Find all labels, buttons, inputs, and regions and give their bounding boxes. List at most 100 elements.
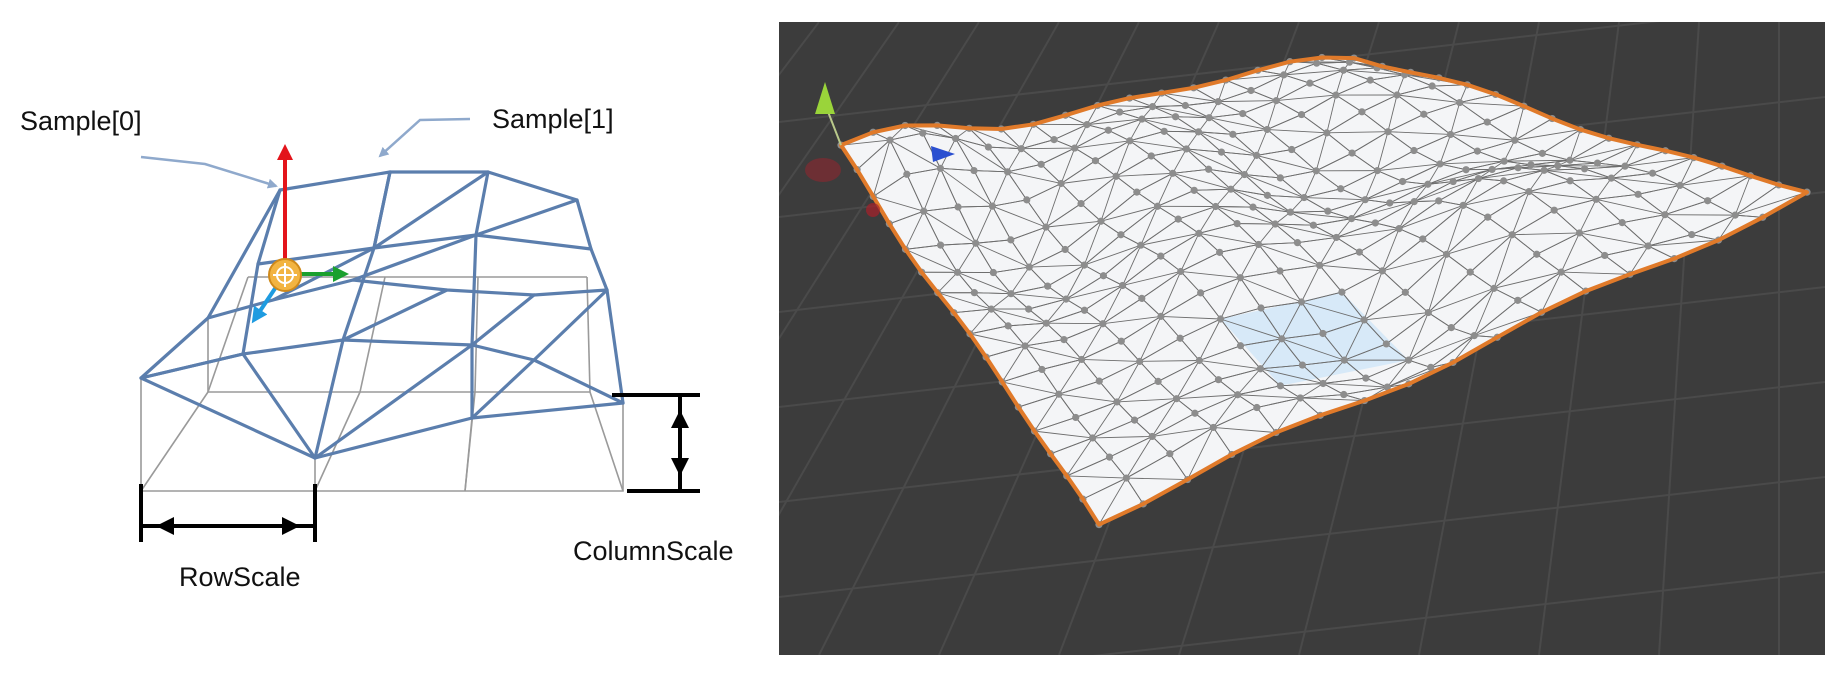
gizmo-right-handle-icon xyxy=(805,158,841,182)
mesh-vertex xyxy=(1378,267,1386,275)
mesh-diagonal xyxy=(1427,168,1493,185)
mesh-vertex xyxy=(1575,229,1584,237)
mesh-diagonal xyxy=(1463,191,1530,206)
mesh-vertex xyxy=(1214,98,1222,106)
mesh-vertex xyxy=(1126,137,1134,145)
mesh-diagonal xyxy=(1275,397,1301,433)
mesh-diagonal xyxy=(1097,105,1153,108)
mesh-vertex xyxy=(886,136,894,144)
mesh-vertex xyxy=(1169,169,1177,177)
mesh-diagonal xyxy=(1267,129,1327,134)
mesh-diagonal xyxy=(1129,140,1187,150)
mesh-vertex xyxy=(1272,97,1280,105)
row-scale-label: RowScale xyxy=(179,562,301,592)
mesh-vertex xyxy=(1300,193,1308,202)
mesh-diagonal xyxy=(1544,169,1612,179)
mesh-vertex xyxy=(1306,79,1314,87)
mesh-diagonal xyxy=(1237,368,1261,396)
mesh-diagonal xyxy=(1381,228,1400,272)
mesh-vertex xyxy=(1234,391,1242,399)
mesh-vertex xyxy=(1256,365,1265,373)
mesh-vertex xyxy=(984,143,993,151)
mesh-diagonal xyxy=(1237,394,1301,399)
mesh-diagonal xyxy=(1561,271,1631,275)
mesh-diagonal xyxy=(1735,191,1808,216)
mesh-diagonal xyxy=(1007,148,1022,173)
mesh-diagonal xyxy=(1086,105,1098,125)
mesh-diagonal xyxy=(1557,165,1625,167)
heightfield-diagram: Sample[0] Sample[1] RowScale ColumnScale xyxy=(20,104,734,592)
mesh-diagonal xyxy=(1301,265,1321,303)
selection-outline xyxy=(839,55,1809,527)
mesh-vertex xyxy=(1007,236,1015,244)
mesh-diagonal xyxy=(1514,129,1581,141)
mesh-vertex xyxy=(970,166,978,175)
mesh-vertex xyxy=(1088,434,1097,442)
mesh-vertex xyxy=(1007,290,1015,298)
mesh-vertex xyxy=(1004,322,1012,330)
mesh-vertex xyxy=(1137,241,1145,249)
mesh-diagonal xyxy=(1408,335,1475,361)
mesh-diagonal xyxy=(1098,477,1127,525)
mesh-diagonal xyxy=(1452,335,1475,363)
sample1-label: Sample[1] xyxy=(492,104,614,134)
mesh-vertex xyxy=(1025,305,1033,313)
mesh-diagonal xyxy=(1140,206,1158,246)
mesh-diagonal xyxy=(1125,436,1153,479)
mesh-diagonal xyxy=(1365,183,1428,201)
mesh-diagonal xyxy=(969,333,1026,347)
mesh-vertex xyxy=(1557,268,1565,276)
mesh-diagonal xyxy=(1351,201,1415,220)
selection-highlight xyxy=(1220,292,1409,386)
mesh-vertex xyxy=(1676,181,1684,189)
row-scale-dimension xyxy=(139,484,317,542)
mesh-vertex xyxy=(1384,128,1392,136)
mesh-vertex xyxy=(1618,219,1626,227)
mesh-vertex xyxy=(1607,174,1615,182)
mesh-diagonal xyxy=(1718,214,1736,241)
mesh-vertex xyxy=(1550,206,1558,214)
mesh-diagonal xyxy=(1116,398,1177,403)
mesh-diagonal xyxy=(1326,131,1388,134)
mesh-vertex xyxy=(1247,86,1255,95)
mesh-diagonal xyxy=(1579,199,1597,234)
mesh-vertex xyxy=(1540,166,1548,174)
mesh-diagonal xyxy=(1276,94,1336,102)
mesh-vertex xyxy=(1095,377,1103,385)
mesh-vertex xyxy=(1309,221,1318,229)
mesh-diagonal xyxy=(1046,322,1103,325)
mesh-diagonal xyxy=(1172,172,1231,190)
column-scale-label: ColumnScale xyxy=(573,536,734,566)
mesh-diagonal xyxy=(1275,223,1337,238)
mesh-vertex xyxy=(1153,202,1162,210)
mesh-diagonal xyxy=(1414,178,1479,203)
mesh-diagonal xyxy=(969,127,1022,150)
mesh-diagonal xyxy=(1161,92,1219,103)
mesh-vertex xyxy=(1319,379,1327,388)
mesh-vertex xyxy=(1514,296,1522,304)
mesh-diagonal xyxy=(1001,345,1026,383)
mesh-diagonal xyxy=(1058,359,1082,395)
mesh-diagonal xyxy=(1172,148,1187,174)
mesh-diagonal xyxy=(1376,131,1389,171)
mesh-diagonal xyxy=(1680,175,1751,186)
mesh-vertex xyxy=(1181,101,1189,110)
mesh-vertex xyxy=(1216,248,1224,256)
mesh-diagonal xyxy=(873,196,924,212)
mesh-vertex xyxy=(1286,208,1295,216)
mesh-vertex xyxy=(1661,211,1669,219)
mesh-vertex xyxy=(1554,162,1562,170)
mesh-vertex xyxy=(1462,166,1470,174)
mesh-diagonal xyxy=(1220,277,1241,320)
mesh-vertex xyxy=(936,164,945,172)
mesh-diagonal xyxy=(1493,271,1562,289)
mesh-vertex xyxy=(1648,169,1657,177)
mesh-diagonal xyxy=(1256,154,1317,172)
mesh-diagonal xyxy=(1504,159,1570,162)
mesh-diagonal xyxy=(955,138,1008,173)
mesh-diagonal xyxy=(1648,239,1719,247)
mesh-diagonal xyxy=(1734,175,1751,216)
mesh-vertex xyxy=(1057,179,1065,188)
mesh-vertex xyxy=(1122,474,1130,482)
mesh-vertex xyxy=(1688,230,1696,239)
